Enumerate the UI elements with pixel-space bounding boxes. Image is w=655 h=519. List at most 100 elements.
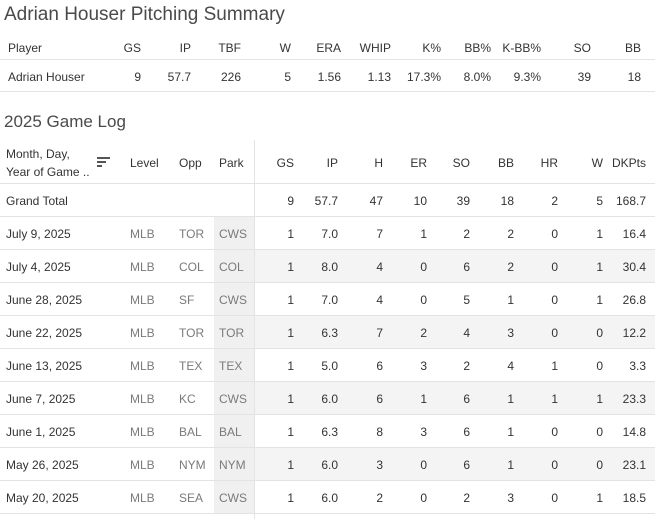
row-date[interactable]: July 9, 2025 (6, 227, 71, 241)
divider (0, 414, 655, 415)
row-park: CWS (219, 491, 247, 505)
grand-total-value: 168.7 (615, 194, 646, 208)
grand-total-value: 47 (369, 194, 383, 208)
table-cell: 12.2 (622, 326, 646, 340)
row-shade (255, 382, 655, 414)
row-date[interactable]: June 1, 2025 (6, 425, 76, 439)
row-date[interactable]: June 13, 2025 (6, 359, 83, 373)
table-cell: 30.4 (622, 260, 646, 274)
row-level: MLB (130, 491, 155, 505)
row-opp: BAL (179, 425, 202, 439)
table-cell: 7.0 (321, 293, 338, 307)
row-level: MLB (130, 425, 155, 439)
table-cell: 6 (463, 260, 470, 274)
table-cell: 1 (287, 326, 294, 340)
table-cell: 5.0 (321, 359, 338, 373)
table-cell: 1 (596, 491, 603, 505)
row-opp: TEX (179, 359, 203, 373)
divider (0, 381, 655, 382)
table-cell: 0 (551, 293, 558, 307)
table-cell: 0 (596, 425, 603, 439)
table-cell: 0 (551, 425, 558, 439)
summary-title: Adrian Houser Pitching Summary (4, 4, 285, 25)
table-cell: 1 (507, 458, 514, 472)
table-cell: 0 (551, 326, 558, 340)
divider (0, 513, 655, 514)
row-park: NYM (219, 458, 246, 472)
table-cell: 3 (420, 359, 427, 373)
table-cell: 2 (507, 227, 514, 241)
table-cell: 1 (596, 293, 603, 307)
table-cell: 3.3 (629, 359, 646, 373)
row-level: MLB (130, 227, 155, 241)
divider (254, 140, 255, 519)
row-date[interactable]: June 22, 2025 (6, 326, 83, 340)
player-name[interactable]: Adrian Houser (8, 70, 85, 84)
table-cell: 4 (507, 359, 514, 373)
park-cell-shade (214, 382, 254, 414)
table-cell: 57.7 (167, 70, 191, 84)
column-header: ER (410, 156, 427, 170)
column-header: H (374, 156, 383, 170)
row-date[interactable]: May 26, 2025 (6, 458, 79, 472)
column-header: IP (179, 41, 191, 55)
table-cell: 0 (596, 326, 603, 340)
sort-descending-icon[interactable] (97, 157, 110, 167)
column-header-level: Level (130, 156, 159, 170)
table-cell: 3 (507, 326, 514, 340)
row-shade (255, 316, 655, 348)
column-header-park: Park (219, 156, 244, 170)
table-cell: 0 (596, 359, 603, 373)
table-cell: 9.3% (513, 70, 541, 84)
table-cell: 0 (551, 491, 558, 505)
park-cell-shade (214, 250, 254, 282)
row-opp: KC (179, 392, 196, 406)
table-cell: 1 (287, 458, 294, 472)
park-cell-shade (214, 415, 254, 447)
row-date[interactable]: July 4, 2025 (6, 260, 71, 274)
park-cell-shade (214, 217, 254, 249)
table-cell: 6 (376, 392, 383, 406)
column-header: BB% (464, 41, 491, 55)
row-opp: SF (179, 293, 195, 307)
column-header: GS (123, 41, 141, 55)
grand-total-value: 2 (551, 194, 558, 208)
column-header: WHIP (359, 41, 391, 55)
grand-total-value: 5 (596, 194, 603, 208)
table-cell: 7 (376, 227, 383, 241)
park-cell-shade (214, 283, 254, 315)
column-header-opp: Opp (179, 156, 202, 170)
table-cell: 0 (551, 458, 558, 472)
column-header: W (279, 41, 291, 55)
table-cell: 1.13 (367, 70, 391, 84)
row-shade (255, 448, 655, 480)
table-cell: 1 (287, 359, 294, 373)
table-cell: 1 (596, 227, 603, 241)
table-cell: 2 (376, 491, 383, 505)
column-header: ERA (316, 41, 341, 55)
row-date[interactable]: May 20, 2025 (6, 491, 79, 505)
table-cell: 0 (551, 260, 558, 274)
table-cell: 16.4 (622, 227, 646, 241)
table-cell: 2 (463, 227, 470, 241)
table-cell: 1 (287, 425, 294, 439)
row-level: MLB (130, 260, 155, 274)
table-cell: 6 (463, 425, 470, 439)
table-cell: 4 (463, 326, 470, 340)
row-date[interactable]: June 28, 2025 (6, 293, 83, 307)
table-cell: 23.3 (622, 392, 646, 406)
column-header: BB (497, 156, 514, 170)
grand-total-value: 9 (287, 194, 294, 208)
row-park: TOR (219, 326, 245, 340)
column-header: DKPts (611, 156, 646, 170)
table-cell: 7 (376, 326, 383, 340)
row-park: TEX (219, 359, 243, 373)
row-date[interactable]: June 7, 2025 (6, 392, 76, 406)
divider (0, 348, 655, 349)
column-header-player: Player (8, 41, 43, 55)
column-header: SO (573, 41, 591, 55)
grand-total-label: Grand Total (6, 194, 68, 208)
column-header: GS (276, 156, 294, 170)
column-header: HR (540, 156, 558, 170)
table-cell: 9 (134, 70, 141, 84)
